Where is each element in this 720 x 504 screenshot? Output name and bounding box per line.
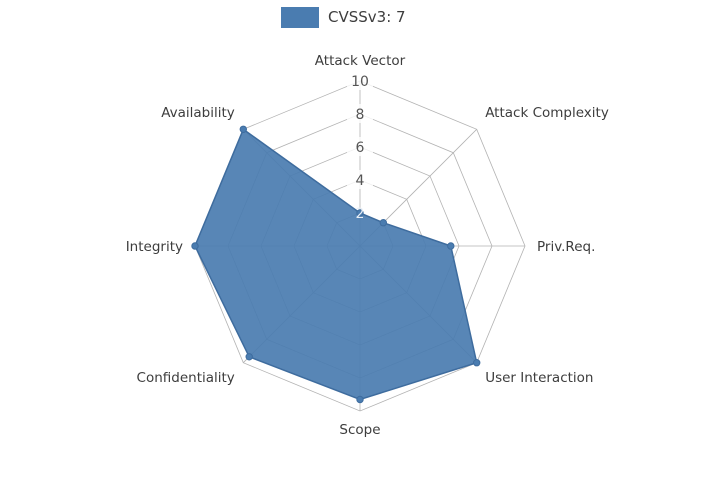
radial-tick-bg [347,71,373,90]
axis-label-availability: Availability [161,105,235,121]
radial-tick-label: 10 [351,74,369,90]
legend-label: CVSSv3: 7 [328,8,406,26]
radial-tick-label: 6 [356,140,365,156]
radial-tick-bg [347,104,373,123]
radar-data-marker [473,359,481,367]
radar-data-marker [245,353,253,361]
axis-label-attack-vector: Attack Vector [315,53,406,69]
axis-label-integrity: Integrity [126,239,183,255]
radar-data-marker [447,242,455,250]
axis-label-confidentiality: Confidentiality [137,370,235,386]
radar-data-marker [191,242,199,250]
radial-tick-label: 8 [356,107,365,123]
axis-label-user-interaction: User Interaction [485,370,593,386]
radial-tick-label: 4 [356,173,365,189]
axis-label-scope: Scope [339,422,380,438]
axis-label-priv-req-: Priv.Req. [537,239,595,255]
radar-data-marker [356,209,364,217]
radar-data-marker [379,219,387,227]
legend: CVSSv3: 7 [281,7,406,28]
radar-data-marker [356,395,364,404]
radar-data-marker [239,125,248,134]
legend-swatch [281,7,319,28]
radial-tick-bg [347,170,373,189]
radial-tick-bg [347,137,373,156]
radial-tick-label: 2 [356,206,365,222]
axis-label-attack-complexity: Attack Complexity [485,105,609,121]
radar-data-polygon [194,128,478,401]
